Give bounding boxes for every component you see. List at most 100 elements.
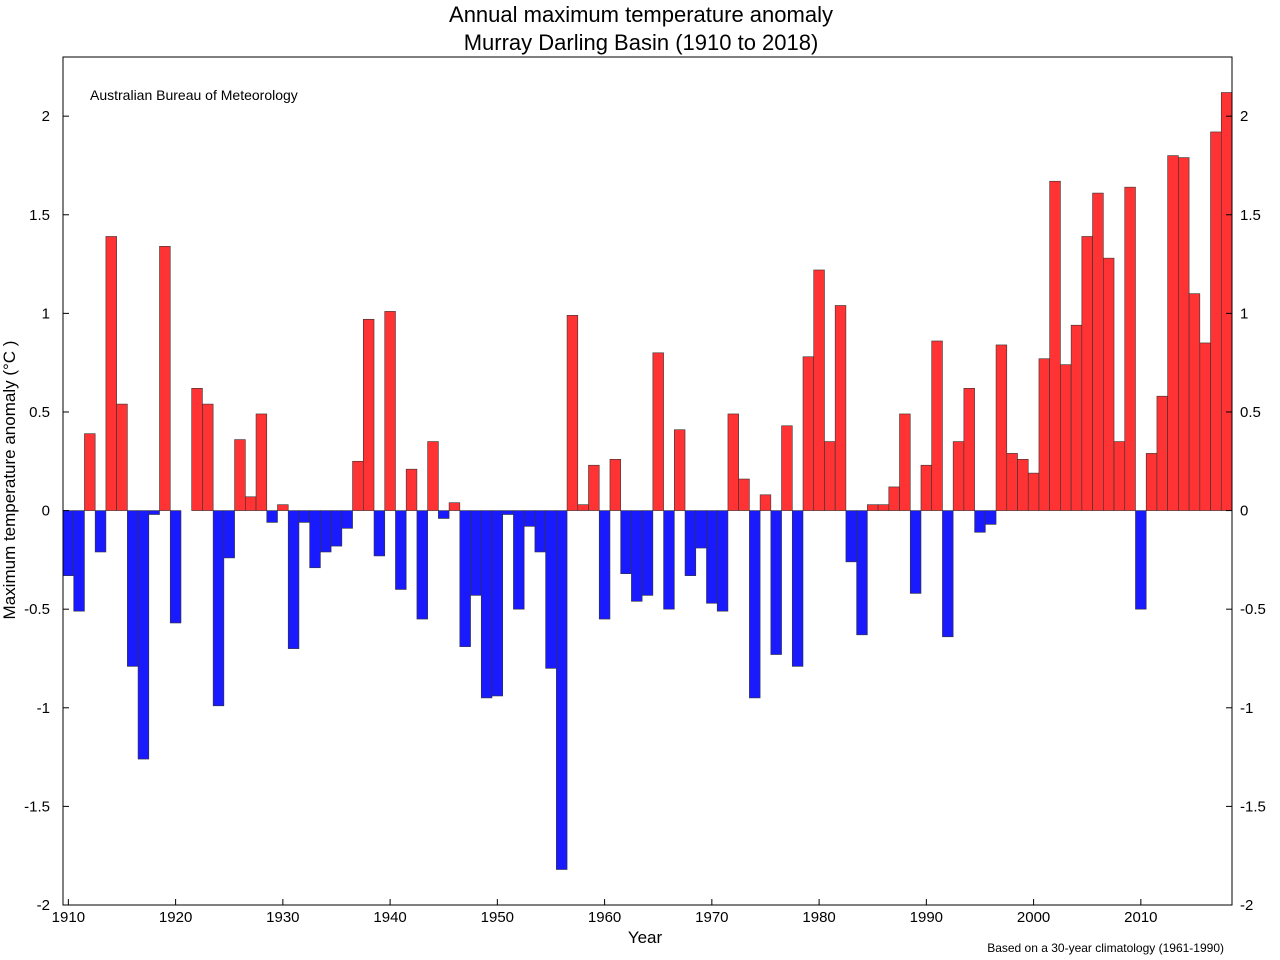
bar-1974	[749, 510, 761, 699]
bar-1972	[727, 413, 739, 511]
x-axis-label: Year	[628, 928, 663, 947]
bar-1942	[405, 468, 418, 511]
bar-1923	[202, 403, 214, 511]
bar-1981	[824, 441, 836, 511]
bar-2010	[1135, 510, 1147, 610]
y-tick-label-right: -1.5	[1240, 798, 1266, 815]
x-tick-label: 1960	[588, 909, 621, 926]
bar-1977	[781, 425, 793, 511]
axis-ticks	[63, 115, 1232, 906]
bar-1917	[137, 510, 150, 760]
bar-1919	[159, 246, 171, 511]
bar-1967	[674, 429, 686, 511]
bar-1938	[362, 318, 375, 511]
bar-1940	[384, 311, 396, 511]
bar-1994	[963, 388, 975, 511]
bar-1986	[877, 504, 890, 511]
bar-1941	[395, 510, 407, 590]
x-tick-label: 2010	[1124, 909, 1157, 926]
bar-1955	[545, 510, 557, 669]
bar-1915	[116, 403, 128, 511]
bar-2008	[1113, 441, 1126, 511]
bar-1964	[641, 510, 654, 596]
bar-1993	[952, 441, 965, 511]
bar-1976	[770, 510, 782, 655]
bar-1989	[909, 510, 922, 594]
bar-1961	[609, 459, 621, 511]
y-tick-label-left: -1.5	[24, 798, 50, 815]
y-tick-label-left: -2	[37, 897, 50, 914]
bar-1958	[577, 504, 589, 511]
bar-1966	[663, 510, 675, 610]
bar-1971	[716, 510, 729, 612]
bar-1953	[523, 510, 536, 527]
x-tick-label: 1920	[159, 909, 192, 926]
bar-1932	[298, 510, 310, 523]
bar-1983	[845, 510, 857, 563]
bars-group	[62, 92, 1233, 870]
bar-1998	[1006, 453, 1018, 511]
bar-1924	[212, 510, 225, 707]
bar-1939	[373, 510, 386, 557]
bar-1945	[438, 510, 450, 519]
bar-1996	[985, 510, 997, 525]
y-tick-label-right: 2	[1240, 108, 1248, 125]
bar-1992	[942, 510, 954, 638]
bar-1956	[556, 510, 568, 870]
bar-1948	[470, 510, 482, 596]
bar-2007	[1103, 257, 1115, 511]
bar-2009	[1124, 186, 1136, 511]
bar-1990	[920, 464, 932, 511]
y-axis-label: Maximum temperature anomaly (°C )	[0, 341, 19, 620]
bar-1929	[266, 510, 278, 523]
bar-2018	[1220, 92, 1233, 511]
bar-1954	[534, 510, 546, 553]
bar-1952	[513, 510, 525, 610]
bar-2015	[1188, 293, 1201, 511]
bar-1969	[695, 510, 707, 549]
bar-2004	[1070, 324, 1083, 511]
bar-1963	[631, 510, 643, 602]
bar-1936	[341, 510, 353, 529]
bar-2005	[1081, 236, 1093, 511]
bar-2016	[1199, 342, 1211, 511]
x-tick-label: 1940	[373, 909, 406, 926]
y-tick-label-right: 0	[1240, 503, 1248, 520]
bar-2011	[1145, 453, 1158, 511]
y-tick-label-left: -0.5	[24, 601, 50, 618]
x-tick-label: 1950	[481, 909, 514, 926]
bar-1927	[245, 496, 257, 511]
bar-1937	[352, 460, 364, 511]
x-tick-label: 1930	[266, 909, 299, 926]
x-tick-label: 1990	[910, 909, 943, 926]
bar-1978	[791, 510, 804, 667]
bar-2012	[1156, 395, 1168, 511]
climatology-footnote: Based on a 30-year climatology (1961-199…	[987, 941, 1224, 955]
bar-1982	[834, 305, 847, 511]
x-tick-label: 2000	[1017, 909, 1050, 926]
bar-2017	[1210, 131, 1222, 511]
y-tick-label-left: 1.5	[29, 207, 50, 224]
bar-1931	[287, 510, 300, 649]
bar-1995	[974, 510, 986, 533]
bar-1922	[191, 388, 203, 511]
bar-1950	[491, 510, 504, 697]
bar-1911	[73, 510, 85, 612]
bar-2001	[1038, 358, 1050, 511]
bar-1999	[1017, 459, 1029, 511]
y-tick-label-right: 0.5	[1240, 404, 1261, 421]
bar-1935	[330, 510, 343, 547]
y-tick-label-left: 0.5	[29, 404, 50, 421]
bar-1910	[62, 510, 75, 576]
x-tick-label: 1970	[695, 909, 728, 926]
bar-1916	[127, 510, 139, 667]
bar-1991	[931, 340, 943, 511]
source-annotation: Australian Bureau of Meteorology	[90, 87, 298, 103]
bar-1928	[255, 413, 268, 511]
bar-1925	[223, 510, 235, 559]
bar-1926	[234, 439, 246, 511]
bar-1920	[169, 510, 182, 624]
x-tick-label: 1910	[52, 909, 85, 926]
plot-frame	[62, 56, 1233, 906]
